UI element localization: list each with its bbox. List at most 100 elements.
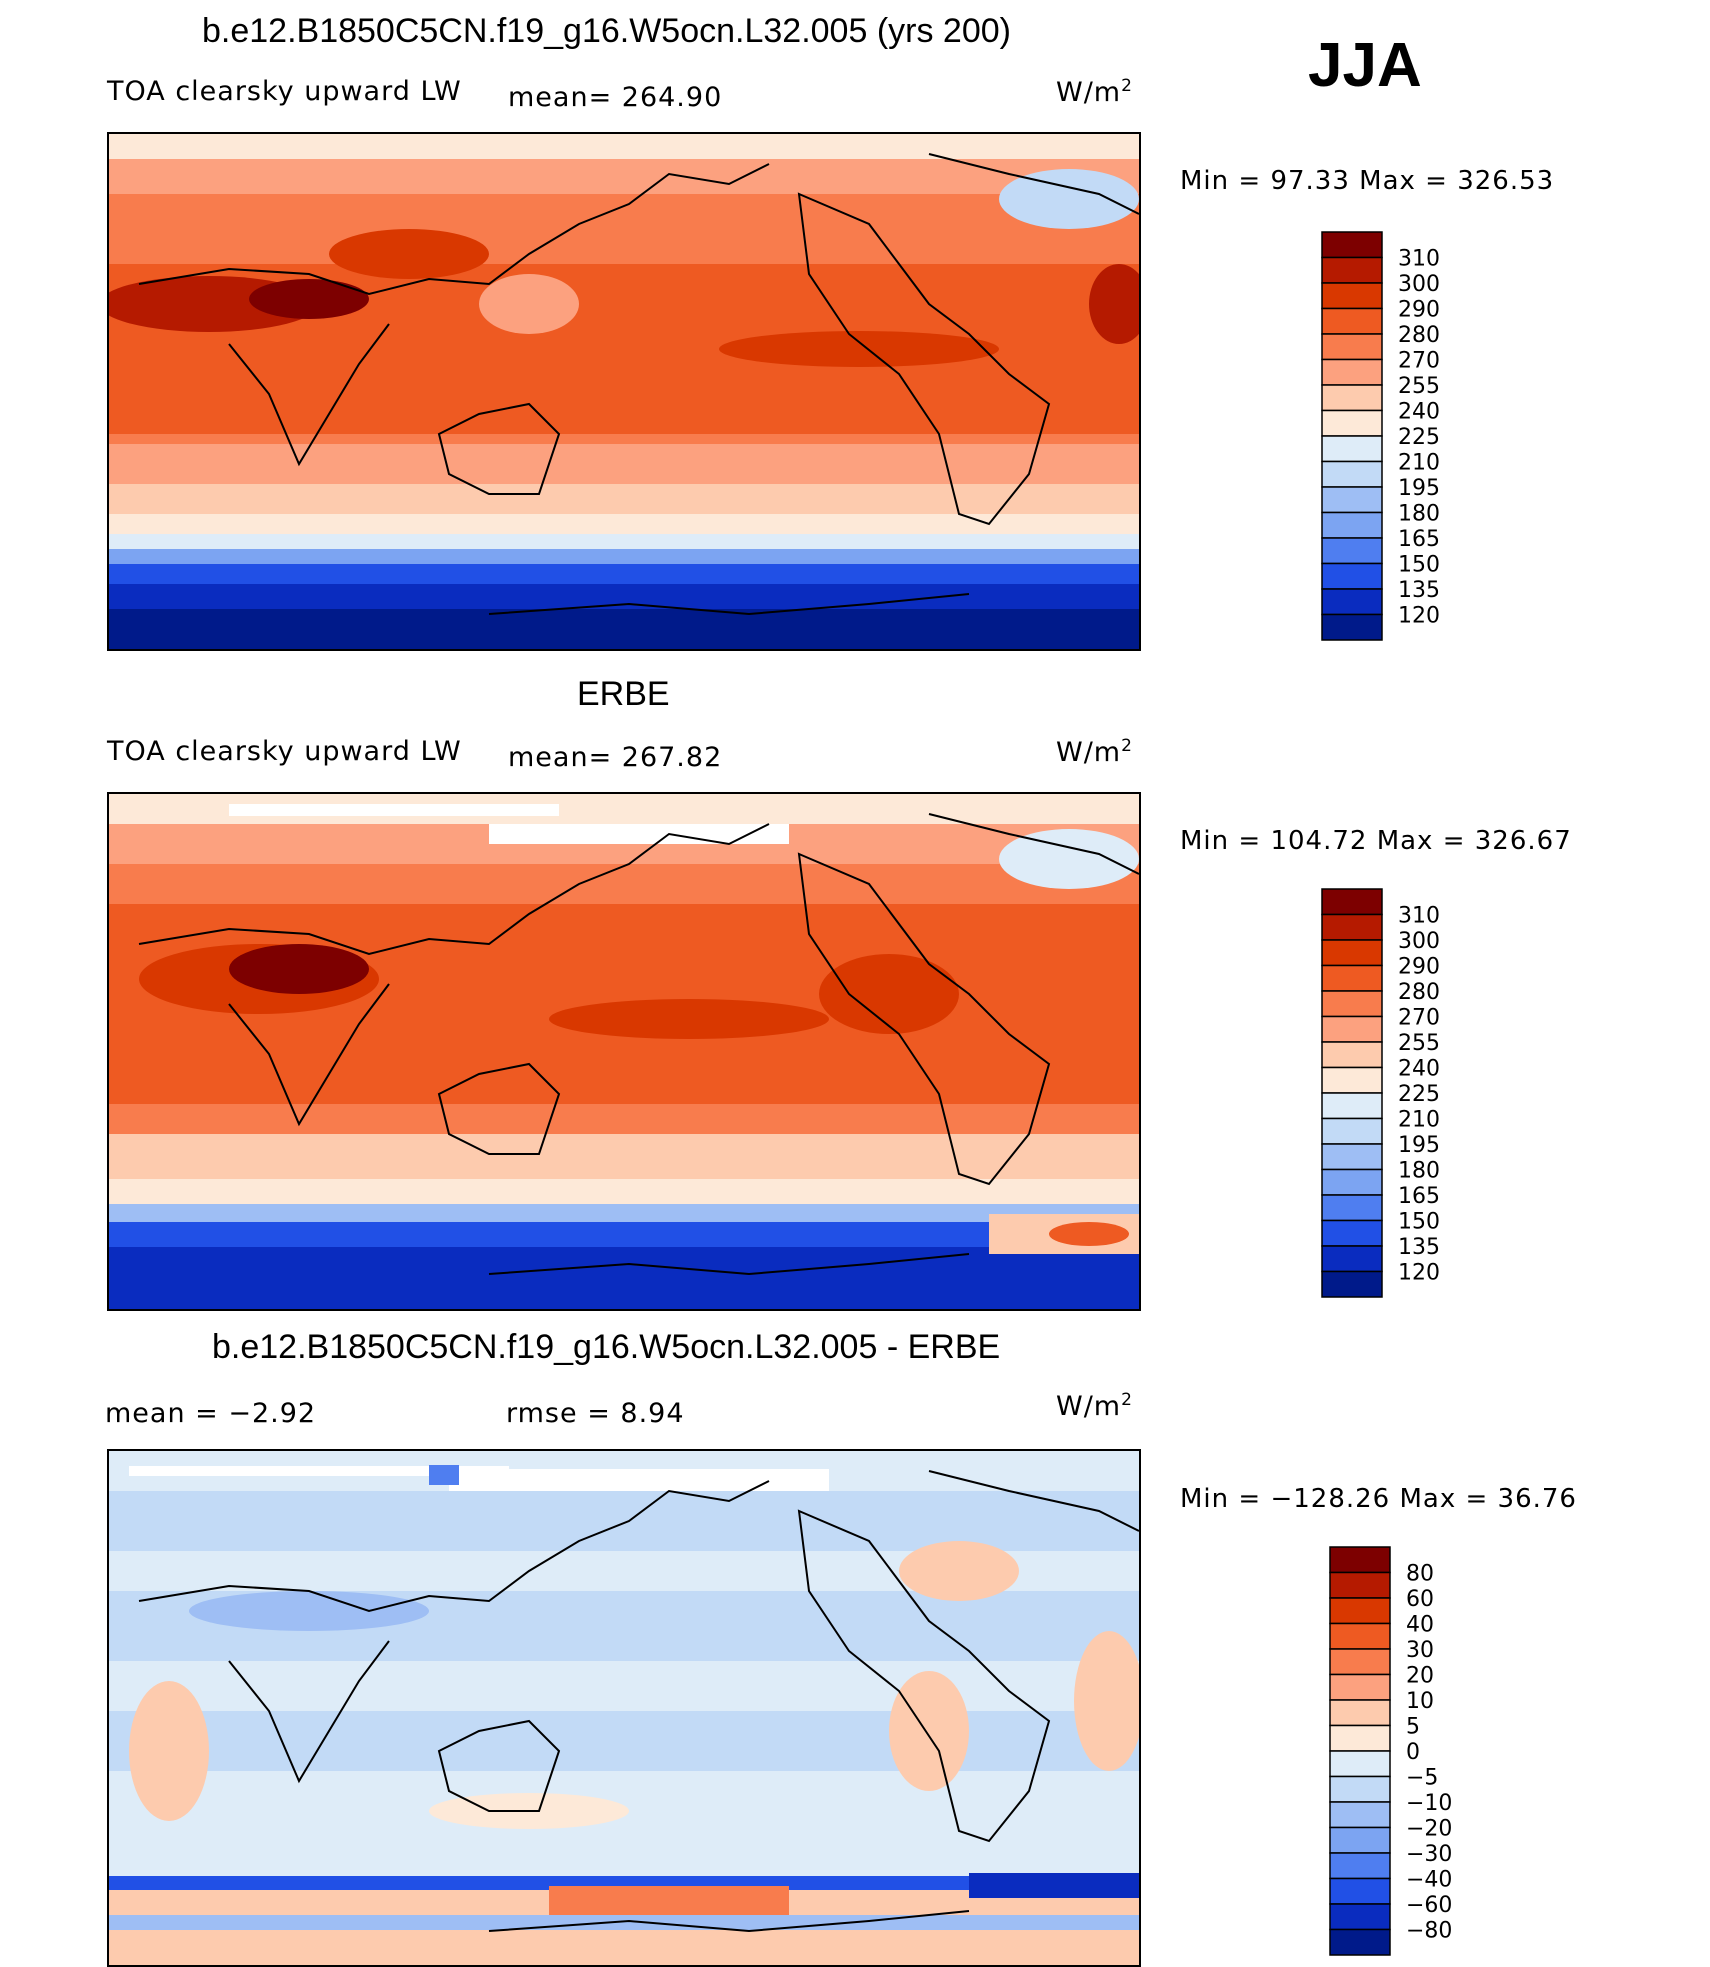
- colorbar-3-tick-label: 60: [1406, 1587, 1434, 1612]
- colorbar-2-tick-label: 120: [1398, 1261, 1440, 1286]
- colorbar-1-swatch: [1321, 435, 1383, 463]
- panel-3-units: W/m2: [1056, 1390, 1133, 1422]
- colorbar-2-tick-label: 135: [1398, 1235, 1440, 1260]
- colorbar-2-swatch: [1321, 1168, 1383, 1196]
- colorbar-1-swatch: [1321, 409, 1383, 437]
- colorbar-3-tick-label: 80: [1406, 1562, 1434, 1587]
- colorbar-2-tick-label: 290: [1398, 955, 1440, 980]
- colorbar-1-swatch: [1321, 588, 1383, 616]
- colorbar-2-swatch: [1321, 1066, 1383, 1094]
- colorbar-3-tick-label: 20: [1406, 1664, 1434, 1689]
- colorbar-1-tick-label: 150: [1398, 553, 1440, 578]
- panel-3-minmax: Min = −128.26 Max = 36.76: [1180, 1484, 1577, 1514]
- colorbar-1-tick-label: 240: [1398, 400, 1440, 425]
- colorbar-2-swatch: [1321, 1015, 1383, 1043]
- colorbar-3-tick-label: 40: [1406, 1613, 1434, 1638]
- panel-2-mean-label: mean= 267.82: [508, 742, 723, 773]
- colorbar-1-tick-label: 195: [1398, 476, 1440, 501]
- colorbar-2-tick-label: 210: [1398, 1108, 1440, 1133]
- panel-2-map: [107, 792, 1141, 1311]
- panel-1-variable-label: TOA clearsky upward LW: [107, 76, 462, 107]
- colorbar-2-swatch: [1321, 990, 1383, 1018]
- colorbar-3-swatch: [1329, 1571, 1391, 1599]
- colorbar-2-tick-label: 225: [1398, 1082, 1440, 1107]
- colorbar-1-swatch: [1321, 231, 1383, 259]
- colorbar-3-swatch: [1329, 1724, 1391, 1752]
- colorbar-2-tick-label: 165: [1398, 1184, 1440, 1209]
- colorbar-3-swatch: [1329, 1648, 1391, 1676]
- panel-2-colorbar-svg: 3103002902802702552402252101951801651501…: [1321, 888, 1440, 1298]
- colorbar-3-tick-label: −30: [1406, 1842, 1452, 1867]
- panel-1-mean-label: mean= 264.90: [508, 82, 723, 113]
- colorbar-3-swatch: [1329, 1877, 1391, 1905]
- colorbar-3-swatch: [1329, 1826, 1391, 1854]
- colorbar-3-swatch: [1329, 1622, 1391, 1650]
- colorbar-3-swatch: [1329, 1775, 1391, 1803]
- colorbar-2-swatch: [1321, 1143, 1383, 1171]
- colorbar-2-tick-label: 240: [1398, 1057, 1440, 1082]
- colorbar-1-swatch: [1321, 307, 1383, 335]
- colorbar-1-swatch: [1321, 282, 1383, 310]
- colorbar-1-tick-label: 255: [1398, 374, 1440, 399]
- colorbar-3-tick-label: 30: [1406, 1638, 1434, 1663]
- colorbar-2-swatch: [1321, 1092, 1383, 1120]
- colorbar-1-swatch: [1321, 537, 1383, 565]
- colorbar-1-tick-label: 280: [1398, 323, 1440, 348]
- colorbar-3-tick-label: 5: [1406, 1715, 1420, 1740]
- colorbar-2-tick-label: 180: [1398, 1159, 1440, 1184]
- panel-3-title: b.e12.B1850C5CN.f19_g16.W5ocn.L32.005 - …: [212, 1328, 1001, 1366]
- colorbar-2-tick-label: 255: [1398, 1031, 1440, 1056]
- colorbar-1-swatch: [1321, 333, 1383, 361]
- panel-1-colorbar: 310 300 290 280 270 255 240 225 210 195 180 165 150 1…: [1321, 231, 1482, 642]
- colorbar-3-tick-label: −40: [1406, 1868, 1452, 1893]
- colorbar-1-swatch: [1321, 486, 1383, 514]
- colorbar-3-tick-label: 0: [1406, 1740, 1420, 1765]
- colorbar-3-swatch: [1329, 1673, 1391, 1701]
- panel-2-colorbar: 310 300 290 280 270 255 240 225 210 195 180 165 150 1…: [1321, 888, 1482, 1299]
- panel-1-units: W/m2: [1056, 76, 1133, 108]
- colorbar-1-tick-label: 180: [1398, 502, 1440, 527]
- colorbar-1-swatch: [1321, 562, 1383, 590]
- panel-3-map: [107, 1449, 1141, 1967]
- colorbar-3-tick-label: 10: [1406, 1689, 1434, 1714]
- colorbar-1-tick-label: 210: [1398, 451, 1440, 476]
- colorbar-2-tick-label: 280: [1398, 980, 1440, 1005]
- colorbar-2-swatch: [1321, 939, 1383, 967]
- colorbar-3-swatch: [1329, 1597, 1391, 1625]
- colorbar-3-swatch: [1329, 1546, 1391, 1574]
- colorbar-1-tick-label: 290: [1398, 298, 1440, 323]
- colorbar-2-swatch: [1321, 1041, 1383, 1069]
- colorbar-1-tick-label: 270: [1398, 349, 1440, 374]
- colorbar-2-swatch: [1321, 888, 1383, 916]
- colorbar-3-swatch: [1329, 1903, 1391, 1931]
- colorbar-1-tick-label: 225: [1398, 425, 1440, 450]
- colorbar-3-tick-label: −10: [1406, 1791, 1452, 1816]
- colorbar-3-swatch: [1329, 1928, 1391, 1956]
- panel-3-map-svg: [109, 1451, 1139, 1965]
- colorbar-2-tick-label: 150: [1398, 1210, 1440, 1235]
- panel-1-title: b.e12.B1850C5CN.f19_g16.W5ocn.L32.005 (y…: [202, 12, 1011, 50]
- colorbar-3-swatch: [1329, 1852, 1391, 1880]
- colorbar-3-tick-label: −60: [1406, 1893, 1452, 1918]
- panel-3-colorbar: 80 60 40 30 20 10 5 0 −5 −10 −20 −30 −40 −60 −80: [1329, 1546, 1490, 1957]
- colorbar-1-swatch: [1321, 256, 1383, 284]
- colorbar-3-swatch: [1329, 1750, 1391, 1778]
- panel-2-map-svg: [109, 794, 1139, 1309]
- colorbar-1-swatch: [1321, 384, 1383, 412]
- colorbar-3-tick-label: −80: [1406, 1919, 1452, 1944]
- colorbar-3-swatch: [1329, 1699, 1391, 1727]
- colorbar-2-swatch: [1321, 1194, 1383, 1222]
- colorbar-2-swatch: [1321, 1270, 1383, 1298]
- panel-1-colorbar-svg: 3103002902802702552402252101951801651501…: [1321, 231, 1440, 641]
- colorbar-2-tick-label: 300: [1398, 929, 1440, 954]
- colorbar-1-tick-label: 120: [1398, 604, 1440, 629]
- panel-2-variable-label: TOA clearsky upward LW: [107, 736, 462, 767]
- panel-1-minmax: Min = 97.33 Max = 326.53: [1180, 166, 1555, 196]
- panel-3-rmse-label: rmse = 8.94: [506, 1398, 685, 1429]
- colorbar-1-tick-label: 165: [1398, 527, 1440, 552]
- panel-2-units: W/m2: [1056, 736, 1133, 768]
- panel-3-mean-label: mean = −2.92: [105, 1398, 317, 1429]
- colorbar-1-swatch: [1321, 511, 1383, 539]
- colorbar-1-swatch: [1321, 460, 1383, 488]
